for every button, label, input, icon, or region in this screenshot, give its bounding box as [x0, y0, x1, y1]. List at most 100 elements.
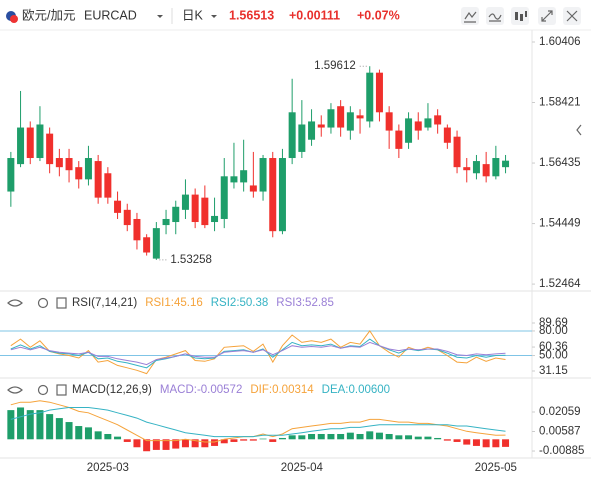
candle-body — [114, 200, 122, 213]
gear-icon[interactable] — [37, 384, 49, 396]
candle-body — [395, 130, 403, 149]
macd-bar — [7, 410, 15, 440]
macd-bar — [162, 439, 170, 450]
macd-bar — [240, 439, 248, 441]
legend-entry: DIF:0.00314 — [250, 384, 314, 396]
candle-body — [191, 194, 199, 223]
candle-body — [143, 237, 151, 253]
collapse-arrow[interactable] — [576, 124, 582, 136]
candle-body — [472, 161, 480, 174]
toolbar — [461, 7, 581, 25]
tool-icon — [515, 11, 527, 21]
candle-body — [375, 72, 383, 113]
candle-body — [414, 121, 422, 131]
macd-bar — [375, 432, 383, 440]
macd-bar — [453, 439, 461, 442]
candle-body — [201, 197, 209, 226]
macd-bar — [172, 439, 180, 449]
candle-body — [327, 109, 335, 128]
rsi-tools — [7, 297, 67, 309]
macd-bar — [143, 439, 151, 452]
macd-bar — [482, 439, 490, 448]
settings-icon[interactable] — [56, 384, 67, 396]
macd-bar — [463, 439, 471, 445]
candle-body — [443, 127, 451, 143]
candle-body — [36, 124, 44, 159]
candle-body — [482, 164, 490, 177]
macd-bar — [317, 433, 325, 440]
y-tick-label: 1.60406 — [539, 36, 581, 48]
macd-bar — [337, 433, 345, 440]
macd-bar — [492, 439, 500, 448]
macd-bar — [346, 432, 354, 440]
macd-bar — [46, 414, 54, 440]
macd-bar — [308, 433, 316, 440]
pair-name: 欧元/加元 — [22, 8, 75, 22]
candle-body — [55, 158, 63, 168]
macd-bar — [114, 436, 122, 440]
indicator-line — [10, 400, 506, 443]
macd-tools — [7, 384, 67, 396]
candle-body — [26, 127, 34, 159]
macd-bar — [55, 418, 63, 440]
macd-bar — [249, 439, 257, 441]
gear-icon[interactable] — [37, 297, 49, 309]
macd-bar — [201, 439, 209, 448]
candle-body — [366, 72, 374, 122]
change-percent: +0.07% — [357, 8, 400, 22]
candle-body — [356, 115, 364, 119]
candle-body — [230, 176, 238, 183]
macd-bar — [75, 426, 83, 440]
candle-body — [84, 158, 92, 180]
symbol[interactable]: EURCAD — [84, 8, 137, 22]
macd-bar — [211, 439, 219, 446]
y-tick-label: 1.54449 — [539, 218, 581, 230]
macd-bar — [230, 439, 238, 442]
candle-body — [278, 158, 286, 232]
flag-icon — [10, 15, 18, 23]
macd-bar — [502, 439, 510, 447]
indicator-title: RSI(7,14,21) — [72, 297, 137, 309]
y-tick-label: 80.00 — [539, 325, 568, 337]
tool-icon — [488, 13, 502, 22]
candle-body — [453, 136, 461, 168]
candle-body — [424, 118, 432, 128]
macd-bar — [84, 427, 92, 440]
tool-icon — [464, 11, 477, 23]
dropdown-arrow[interactable] — [157, 15, 163, 18]
macd-bar — [356, 433, 364, 440]
y-tick-label: 1.52464 — [539, 278, 581, 290]
dropdown-arrow[interactable] — [211, 15, 217, 18]
interval[interactable]: 日K — [182, 8, 204, 22]
candle-body — [502, 160, 510, 168]
eye-icon[interactable] — [7, 386, 23, 394]
candle-body — [46, 133, 54, 165]
candle-body — [492, 158, 500, 177]
macd-bar — [17, 407, 25, 440]
y-tick-label: 60.36 — [539, 341, 568, 353]
candle-body — [385, 112, 393, 131]
candle-body — [7, 158, 15, 192]
indicator-line — [10, 341, 506, 366]
candle-body — [317, 124, 325, 128]
legend-entry: RSI3:52.85 — [276, 297, 334, 309]
legend-entry: DEA:0.00600 — [322, 384, 390, 396]
y-tick-label: 31.15 — [539, 365, 568, 377]
candle-body — [434, 115, 442, 125]
macd-bar — [269, 439, 277, 442]
y-tick-label: 1.58421 — [539, 97, 581, 109]
y-tick-label: 0.00587 — [539, 426, 581, 438]
legend-entry: RSI2:50.38 — [211, 297, 269, 309]
tool-button[interactable] — [461, 7, 479, 25]
macd-bar — [414, 436, 422, 440]
candle-body — [133, 218, 141, 241]
macd-bar — [133, 439, 141, 448]
candle-body — [288, 112, 296, 159]
y-tick-label: 0.02059 — [539, 406, 581, 418]
macd-bar — [424, 436, 432, 440]
x-tick-label: 2025-03 — [87, 462, 129, 474]
macd-bar — [191, 439, 199, 448]
eye-icon[interactable] — [7, 299, 23, 307]
macd-bar — [395, 435, 403, 440]
settings-icon[interactable] — [56, 297, 67, 309]
